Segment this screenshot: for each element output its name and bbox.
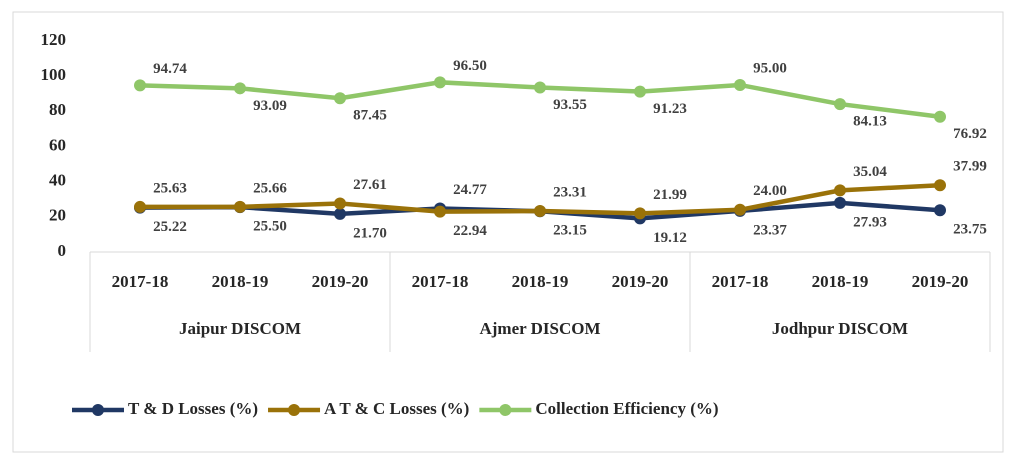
data-label: 37.99 [953,159,987,175]
data-label: 27.61 [353,177,387,193]
point [634,207,646,220]
data-label: 21.99 [653,187,687,203]
data-label: 94.74 [153,61,187,77]
point [234,82,246,95]
x-tick-label: 2017-18 [712,272,769,291]
x-tick-label: 2018-19 [812,272,869,291]
y-tick-label: 100 [41,65,67,84]
data-label: 96.50 [453,58,487,74]
group-label: Jaipur DISCOM [179,319,301,338]
point [734,78,746,91]
point [134,79,146,92]
group-label: Ajmer DISCOM [479,319,600,338]
chart-frame [12,11,1004,453]
legend-label: Collection Efficiency (%) [535,399,718,418]
x-tick-label: 2019-20 [912,272,969,291]
y-tick-label: 120 [41,30,67,49]
point [934,110,946,123]
data-label: 93.55 [553,97,587,113]
y-tick-label: 0 [58,241,67,260]
y-tick-label: 80 [49,100,66,119]
y-tick-label: 60 [49,135,66,154]
point [334,207,346,220]
point [534,205,546,218]
data-label: 23.75 [953,222,987,238]
data-label: 25.63 [153,180,187,196]
legend-marker [92,404,104,416]
data-label: 24.77 [453,182,487,198]
data-label: 23.15 [553,223,587,239]
group-label: Jodhpur DISCOM [772,319,908,338]
point [434,76,446,89]
legend-marker [499,404,512,416]
point [434,205,446,218]
point [834,196,846,209]
data-label: 35.04 [853,164,887,180]
data-label: 25.22 [153,219,187,235]
legend-marker [288,404,301,416]
data-label: 76.92 [953,126,987,142]
point [334,197,346,210]
y-tick-label: 40 [49,171,66,190]
data-label: 84.13 [853,114,887,130]
x-tick-label: 2019-20 [312,272,369,291]
data-label: 87.45 [353,108,387,124]
point [934,179,946,192]
data-label: 19.12 [653,230,687,246]
data-label: 25.66 [253,180,287,196]
data-label: 27.93 [853,214,887,230]
data-label: 21.70 [353,225,387,241]
x-tick-label: 2018-19 [212,272,269,291]
point [234,200,246,213]
data-label: 91.23 [653,101,687,117]
data-label: 25.50 [253,219,287,235]
data-label: 22.94 [453,223,487,239]
point [134,200,146,213]
data-label: 24.00 [753,183,787,199]
legend-label: A T & C Losses (%) [324,399,469,418]
point [934,204,946,217]
point [834,98,846,111]
point [534,81,546,94]
data-label: 93.09 [253,98,287,114]
x-tick-label: 2019-20 [612,272,669,291]
legend-label: T & D Losses (%) [128,399,258,418]
y-tick-label: 20 [49,206,66,225]
data-label: 23.37 [753,222,787,238]
x-tick-label: 2017-18 [112,272,169,291]
point [734,203,746,216]
point [634,85,646,98]
point [334,92,346,105]
point [834,184,846,197]
data-label: 23.31 [553,184,587,200]
x-tick-label: 2017-18 [412,272,469,291]
x-tick-label: 2018-19 [512,272,569,291]
data-label: 95.00 [753,60,787,76]
